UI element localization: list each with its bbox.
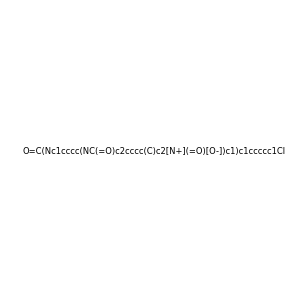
- Text: O=C(Nc1cccc(NC(=O)c2cccc(C)c2[N+](=O)[O-])c1)c1ccccc1Cl: O=C(Nc1cccc(NC(=O)c2cccc(C)c2[N+](=O)[O-…: [22, 147, 285, 156]
